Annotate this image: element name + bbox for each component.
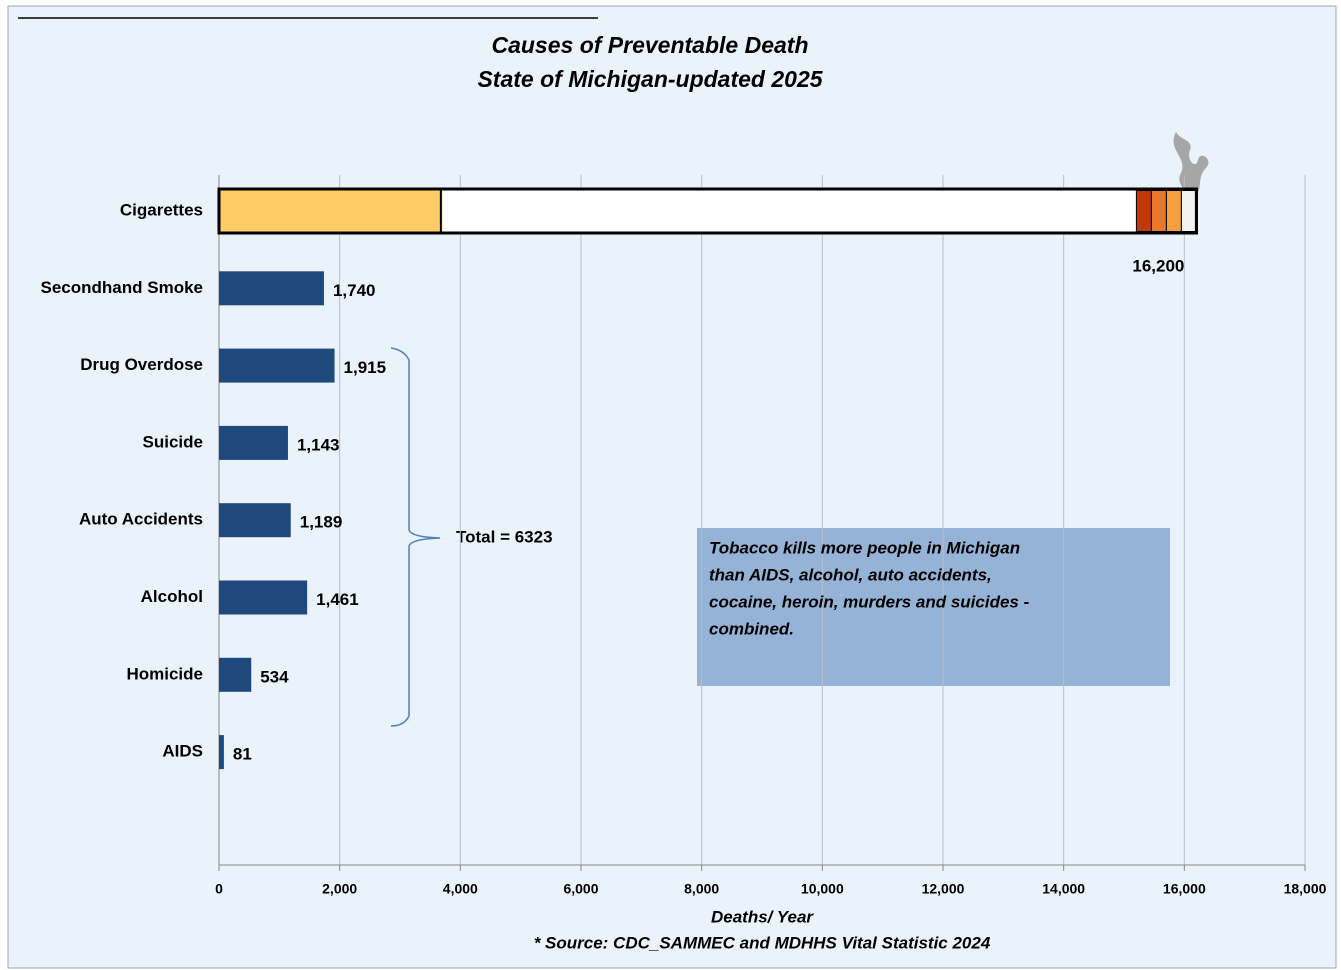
chart-title: Causes of Preventable Death bbox=[491, 32, 808, 58]
chart-subtitle: State of Michigan-updated 2025 bbox=[477, 66, 823, 92]
cigarette-ember bbox=[1165, 190, 1182, 232]
bracket bbox=[390, 347, 441, 727]
value-label: 1,189 bbox=[300, 513, 343, 532]
note-text: Tobacco kills more people in Michigan bbox=[709, 538, 1020, 557]
value-label: 1,461 bbox=[316, 590, 359, 609]
x-tick-label: 12,000 bbox=[922, 881, 965, 897]
y-tick-label: Homicide bbox=[126, 664, 203, 683]
bracket-label: Total = 6323 bbox=[456, 527, 553, 546]
y-tick-label: Cigarettes bbox=[120, 200, 203, 219]
bar bbox=[219, 503, 291, 538]
x-tick-label: 14,000 bbox=[1042, 881, 1085, 897]
value-label: 1,740 bbox=[333, 281, 376, 300]
x-tick-label: 8,000 bbox=[684, 881, 719, 897]
bar bbox=[219, 657, 252, 692]
bar bbox=[219, 580, 308, 615]
value-label: 534 bbox=[260, 667, 289, 686]
value-label: 81 bbox=[233, 745, 252, 764]
cigarette-filter bbox=[220, 190, 443, 232]
note-text: cocaine, heroin, murders and suicides - bbox=[709, 592, 1030, 611]
bar bbox=[219, 348, 335, 383]
x-tick-label: 10,000 bbox=[801, 881, 844, 897]
note-text: than AIDS, alcohol, auto accidents, bbox=[709, 565, 992, 584]
x-tick-label: 0 bbox=[215, 881, 223, 897]
bar bbox=[219, 425, 288, 460]
chart-frame bbox=[7, 5, 1337, 969]
x-axis-label: Deaths/ Year bbox=[711, 907, 814, 926]
y-tick-label: Auto Accidents bbox=[79, 510, 203, 529]
value-label: 16,200 bbox=[1132, 256, 1184, 275]
bar-outline bbox=[217, 187, 1198, 235]
y-tick-label: Secondhand Smoke bbox=[41, 278, 203, 297]
y-tick-label: Alcohol bbox=[141, 587, 203, 606]
y-tick-label: Suicide bbox=[143, 432, 203, 451]
x-tick-label: 4,000 bbox=[443, 881, 478, 897]
cigarette-ember bbox=[1135, 190, 1152, 232]
cigarette-ember bbox=[1150, 190, 1167, 232]
x-tick-label: 2,000 bbox=[322, 881, 357, 897]
bar bbox=[219, 735, 224, 770]
smoke bbox=[1173, 132, 1209, 200]
source-note: * Source: CDC_SAMMEC and MDHHS Vital Sta… bbox=[534, 933, 991, 952]
bar bbox=[219, 271, 324, 306]
cigarette-ember bbox=[1180, 190, 1197, 232]
note-box bbox=[697, 528, 1170, 686]
value-label: 1,915 bbox=[344, 358, 387, 377]
y-tick-label: AIDS bbox=[162, 742, 203, 761]
x-tick-label: 6,000 bbox=[563, 881, 598, 897]
x-tick-label: 18,000 bbox=[1284, 881, 1327, 897]
value-label: 1,143 bbox=[297, 435, 340, 454]
note-text: combined. bbox=[709, 619, 794, 638]
y-tick-label: Drug Overdose bbox=[80, 355, 203, 374]
x-tick-label: 16,000 bbox=[1163, 881, 1206, 897]
